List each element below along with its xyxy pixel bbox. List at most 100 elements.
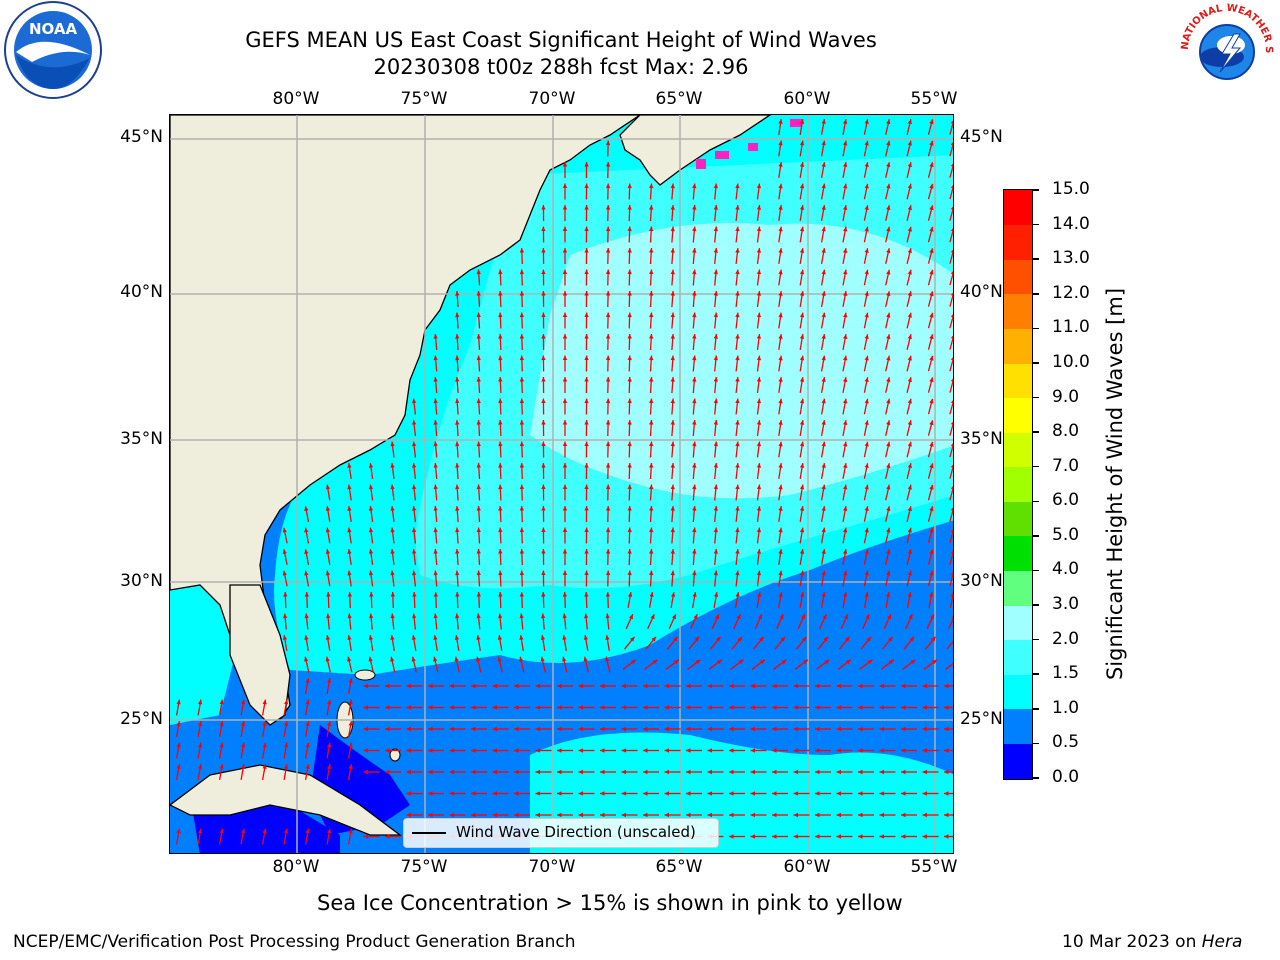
wind-wave-arrow	[842, 398, 848, 415]
wind-wave-arrow	[820, 140, 826, 157]
wind-wave-arrow	[713, 226, 718, 243]
wind-wave-arrow	[600, 705, 616, 710]
map-legend: Wind Wave Direction (unscaled)	[403, 818, 719, 848]
wind-wave-arrow	[240, 763, 246, 781]
wind-wave-arrow	[756, 549, 762, 565]
wind-wave-arrow	[390, 570, 395, 587]
wind-wave-arrow	[304, 828, 310, 845]
wind-wave-arrow	[519, 333, 525, 351]
wind-wave-arrow	[600, 683, 616, 689]
wind-wave-arrow	[347, 720, 353, 738]
wind-wave-arrow	[922, 683, 939, 689]
wind-wave-arrow	[605, 226, 611, 243]
wind-wave-arrow	[756, 269, 762, 286]
wind-wave-arrow	[406, 726, 423, 732]
wind-wave-arrow	[476, 570, 481, 587]
wind-wave-arrow	[627, 548, 632, 566]
wind-wave-arrow	[541, 226, 546, 243]
wind-wave-arrow	[197, 742, 203, 759]
wind-wave-arrow	[842, 548, 848, 566]
wind-wave-arrow	[863, 140, 869, 157]
wind-wave-arrow	[476, 355, 481, 372]
wind-wave-arrow	[836, 705, 853, 710]
wind-wave-arrow	[799, 140, 805, 157]
wind-wave-arrow	[433, 333, 438, 351]
wind-wave-arrow	[476, 613, 481, 630]
wind-wave-arrow	[901, 726, 917, 732]
wind-wave-arrow	[428, 812, 444, 818]
wind-wave-arrow	[799, 312, 805, 329]
wind-wave-arrow	[820, 226, 826, 243]
wind-wave-arrow	[664, 748, 681, 753]
wind-wave-arrow	[944, 705, 953, 710]
wind-wave-arrow	[562, 269, 568, 286]
wind-wave-arrow	[347, 656, 353, 673]
colorbar-segment	[1004, 639, 1032, 675]
wind-wave-arrow	[605, 419, 611, 437]
wind-wave-arrow	[562, 291, 568, 307]
wind-wave-arrow	[670, 441, 675, 458]
wind-wave-arrow	[901, 683, 917, 689]
wind-wave-arrow	[498, 570, 503, 587]
wind-wave-arrow	[433, 505, 438, 523]
wind-wave-arrow	[325, 570, 331, 587]
wind-wave-arrow	[709, 636, 722, 650]
wind-wave-arrow	[605, 398, 611, 415]
colorbar-segment	[1004, 190, 1032, 226]
wind-wave-arrow	[778, 140, 783, 157]
wind-wave-arrow	[363, 748, 380, 753]
wind-wave-arrow	[325, 548, 331, 566]
wind-wave-arrow	[820, 441, 826, 458]
wind-wave-arrow	[304, 699, 310, 716]
wind-wave-arrow	[433, 613, 438, 630]
wind-wave-arrow	[820, 333, 826, 351]
wind-wave-arrow	[692, 290, 697, 308]
wind-wave-arrow	[498, 355, 503, 372]
wind-wave-arrow	[197, 763, 203, 781]
wind-wave-arrow	[649, 484, 654, 501]
wind-wave-arrow	[750, 683, 767, 689]
wind-wave-arrow	[799, 204, 805, 222]
wind-wave-arrow	[885, 441, 891, 458]
wind-wave-arrow	[584, 333, 589, 351]
wind-wave-arrow	[707, 726, 724, 732]
wind-wave-arrow	[497, 656, 503, 673]
wind-wave-arrow	[842, 312, 848, 329]
wind-wave-arrow	[605, 570, 611, 587]
wind-wave-arrow	[842, 419, 848, 437]
wind-wave-arrow	[649, 269, 654, 286]
colorbar-tick	[1033, 708, 1039, 710]
wind-wave-arrow	[385, 726, 401, 732]
wind-wave-arrow	[793, 791, 810, 796]
wind-wave-arrow	[649, 462, 654, 480]
wind-wave-arrow	[949, 378, 953, 393]
wind-wave-arrow	[729, 726, 745, 732]
wind-wave-arrow	[562, 355, 568, 372]
wind-wave-arrow	[793, 726, 810, 732]
wind-wave-arrow	[949, 228, 953, 243]
wind-wave-arrow	[906, 226, 912, 243]
wind-wave-arrow	[535, 769, 552, 775]
wind-wave-arrow	[862, 613, 870, 630]
wind-wave-arrow	[363, 726, 380, 732]
wind-wave-arrow	[326, 613, 331, 630]
wind-wave-arrow	[927, 162, 934, 178]
wind-wave-arrow	[756, 205, 762, 221]
wind-wave-arrows	[175, 118, 953, 845]
lon-label-top-60w: 60°W	[783, 89, 831, 109]
wind-wave-arrow	[283, 613, 288, 630]
wind-wave-arrow	[670, 548, 675, 566]
wind-wave-arrow	[578, 705, 595, 710]
wind-wave-arrow	[842, 505, 848, 523]
wind-wave-arrow	[649, 226, 654, 243]
wind-wave-arrow	[498, 591, 503, 609]
wind-wave-arrow	[541, 355, 546, 372]
wind-wave-arrow	[799, 355, 805, 372]
wind-wave-arrow	[498, 462, 503, 480]
colorbar-tick	[1033, 396, 1039, 399]
wind-wave-arrow	[240, 699, 246, 716]
wind-wave-arrow	[347, 484, 352, 501]
wind-wave-arrow	[686, 705, 702, 710]
wind-wave-arrow	[578, 769, 595, 775]
wind-wave-arrow	[713, 355, 718, 372]
